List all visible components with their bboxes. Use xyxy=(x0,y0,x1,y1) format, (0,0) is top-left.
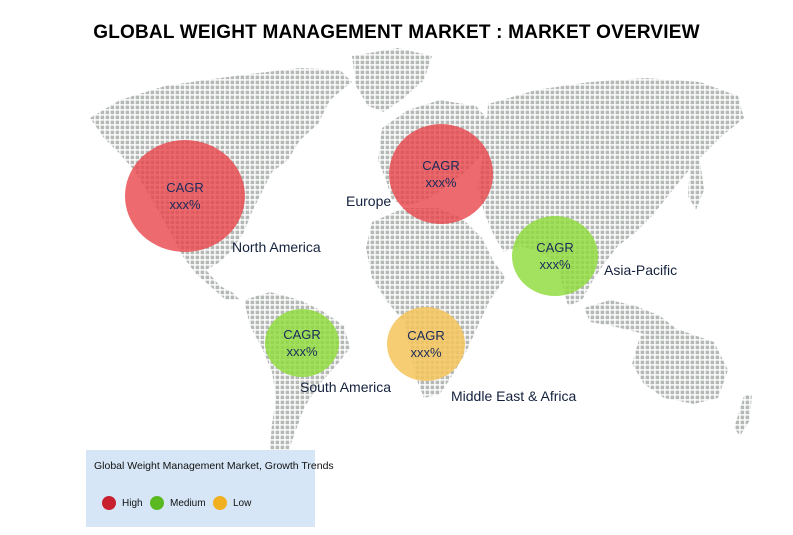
legend-item-low: Low xyxy=(213,496,251,510)
legend-title: Global Weight Management Market, Growth … xyxy=(94,460,334,472)
medium-dot-icon xyxy=(150,496,164,510)
low-dot-icon xyxy=(213,496,227,510)
bubble-middle-east-africa: CAGR xxx% xyxy=(387,307,465,381)
legend-item-high: High xyxy=(102,496,143,510)
legend-item-medium: Medium xyxy=(150,496,206,510)
cagr-label: CAGR xyxy=(166,180,204,195)
cagr-label: CAGR xyxy=(407,328,445,343)
landmass-australia xyxy=(632,330,728,404)
region-label-south-america: South America xyxy=(300,379,392,395)
legend: Global Weight Management Market, Growth … xyxy=(86,450,334,527)
bubble-asia-pacific: CAGR xxx% xyxy=(512,216,598,296)
high-dot-icon xyxy=(102,496,116,510)
legend-label: High xyxy=(122,497,143,509)
landmass-greenland xyxy=(352,48,432,112)
legend-label: Low xyxy=(233,497,252,509)
cagr-label: CAGR xyxy=(536,240,574,255)
cagr-value: xxx% xyxy=(169,197,201,212)
cagr-value: xxx% xyxy=(286,344,318,359)
bubble-south-america: CAGR xxx% xyxy=(265,309,339,377)
landmass-new-zealand xyxy=(734,394,752,436)
cagr-value: xxx% xyxy=(410,345,442,360)
cagr-value: xxx% xyxy=(539,257,571,272)
region-label-middle-east-africa: Middle East & Africa xyxy=(451,388,577,404)
region-label-asia-pacific: Asia-Pacific xyxy=(604,262,678,278)
bubble-europe: CAGR xxx% xyxy=(389,124,493,224)
page-title: GLOBAL WEIGHT MANAGEMENT MARKET : MARKET… xyxy=(93,22,700,43)
cagr-label: CAGR xyxy=(422,158,460,173)
landmass-southeast-asia xyxy=(584,300,678,338)
legend-label: Medium xyxy=(170,497,206,509)
region-label-europe: Europe xyxy=(346,193,392,209)
cagr-value: xxx% xyxy=(425,175,457,190)
landmass-africa xyxy=(366,208,506,398)
bubble-north-america: CAGR xxx% xyxy=(125,140,245,252)
region-label-north-america: North America xyxy=(232,239,321,255)
cagr-label: CAGR xyxy=(283,327,321,342)
landmass-japan xyxy=(688,160,704,210)
